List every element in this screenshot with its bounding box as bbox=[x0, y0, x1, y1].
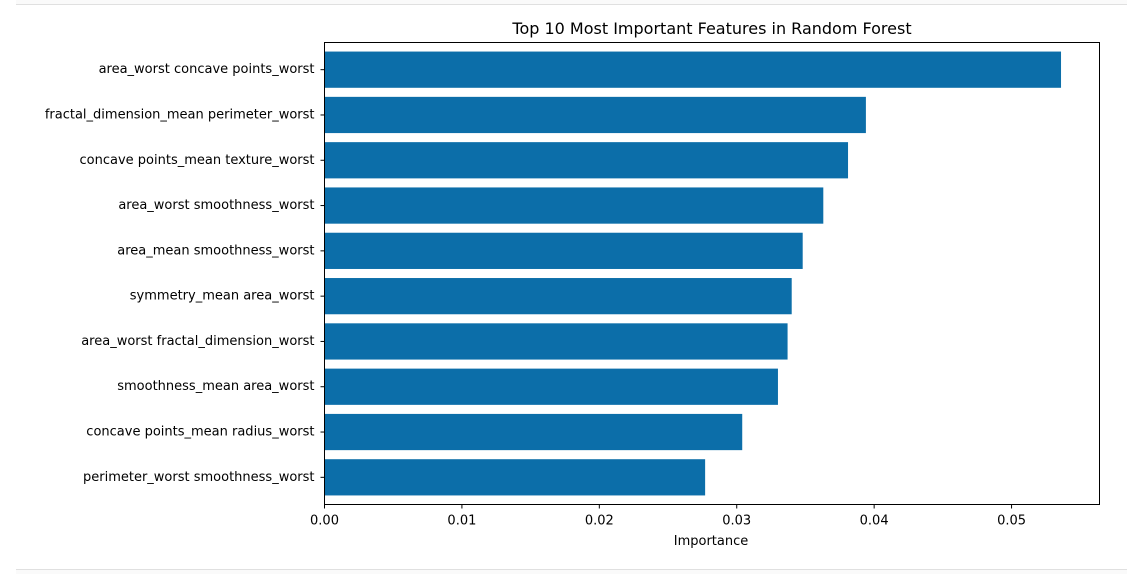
bar-10 bbox=[324, 459, 706, 496]
bar-3 bbox=[324, 142, 849, 179]
x-tick-label: 0.01 bbox=[447, 514, 476, 529]
x-ticks: 0.00 0.01 0.02 0.03 0.04 0.05 bbox=[310, 504, 1026, 529]
x-tick-label: 0.05 bbox=[997, 514, 1026, 529]
y-tick-labels: area_worst concave points_worst fractal_d… bbox=[45, 62, 325, 485]
bars-group bbox=[324, 51, 1062, 496]
y-tick-label: symmetry_mean area_worst bbox=[130, 289, 315, 304]
y-tick-label: smoothness_mean area_worst bbox=[117, 379, 314, 394]
y-tick-label: perimeter_worst smoothness_worst bbox=[83, 470, 315, 485]
y-tick-label: concave points_mean texture_worst bbox=[80, 153, 315, 168]
bar-5 bbox=[324, 232, 803, 269]
bar-6 bbox=[324, 278, 792, 315]
bar-4 bbox=[324, 187, 824, 224]
x-axis-label: Importance bbox=[674, 534, 749, 549]
x-tick-label: 0.00 bbox=[310, 514, 339, 529]
cell-frame-bottom bbox=[16, 569, 1127, 574]
x-tick-label: 0.03 bbox=[722, 514, 751, 529]
y-tick-label: area_worst smoothness_worst bbox=[118, 198, 314, 213]
x-tick-label: 0.04 bbox=[860, 514, 889, 529]
y-tick-label: concave points_mean radius_worst bbox=[86, 425, 314, 440]
y-tick-label: fractal_dimension_mean perimeter_worst bbox=[45, 107, 315, 122]
bar-9 bbox=[324, 413, 743, 451]
cell-frame-top bbox=[16, 0, 1127, 5]
bar-1 bbox=[324, 51, 1062, 88]
x-tick-label: 0.02 bbox=[585, 514, 614, 529]
y-tick-label: area_mean smoothness_worst bbox=[117, 243, 314, 258]
chart-title: Top 10 Most Important Features in Random… bbox=[511, 19, 911, 38]
axes-frame bbox=[324, 42, 1100, 505]
bar-2 bbox=[324, 96, 866, 134]
bar-8 bbox=[324, 368, 778, 405]
y-tick-label: area_worst concave points_worst bbox=[99, 62, 315, 77]
y-tick-label: area_worst fractal_dimension_worst bbox=[81, 334, 314, 349]
bar-7 bbox=[324, 323, 788, 360]
